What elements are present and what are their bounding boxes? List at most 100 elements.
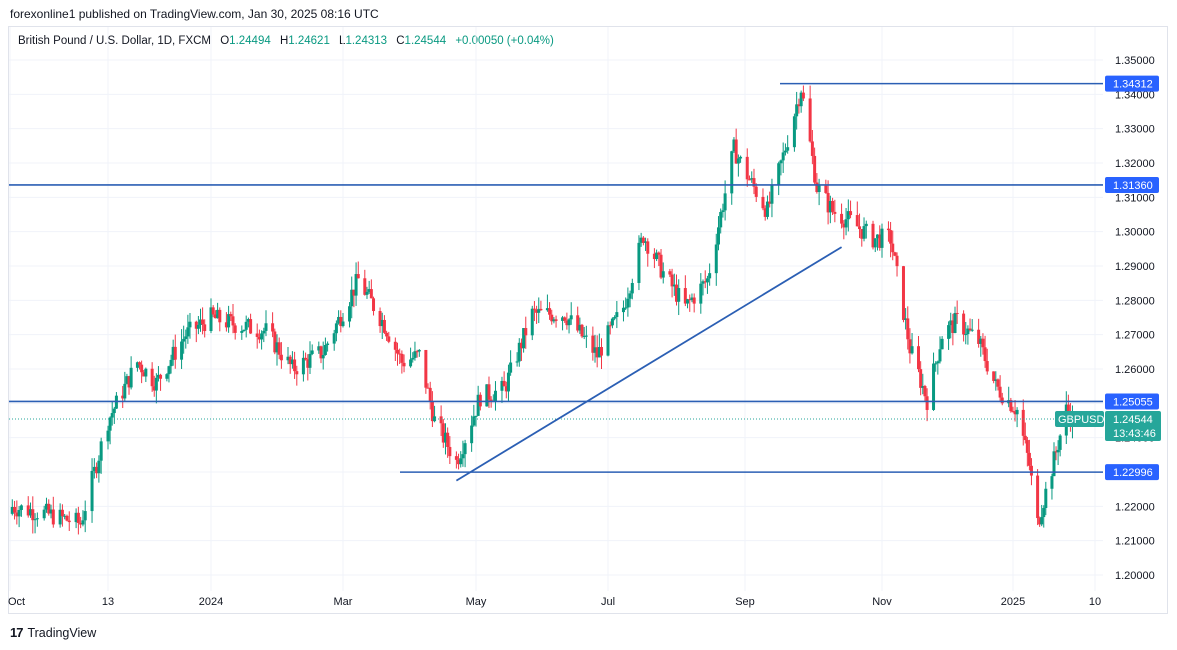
horizontal-levels[interactable] <box>9 82 1103 473</box>
candle-body <box>876 234 880 239</box>
tradingview-brand: TradingView <box>27 625 97 640</box>
candle-body <box>295 371 299 375</box>
candle-body <box>919 369 923 388</box>
candle-body <box>138 362 142 365</box>
candle-body <box>1056 449 1060 453</box>
trendline-group[interactable] <box>455 246 843 482</box>
candle-body <box>213 314 217 319</box>
candle-body <box>677 288 681 302</box>
candle-body <box>768 201 772 204</box>
candle-body <box>844 219 848 228</box>
candle-body <box>51 509 55 525</box>
candle-body <box>524 328 528 336</box>
candle-body <box>644 241 648 243</box>
candle-body <box>385 332 389 337</box>
candle-body <box>112 408 116 414</box>
candle-body <box>519 342 523 349</box>
candle-body <box>801 92 805 99</box>
candle-body <box>92 466 96 471</box>
candle-body <box>569 315 573 320</box>
candle-body <box>810 141 814 156</box>
candle-body <box>522 328 526 349</box>
candle-body <box>196 324 200 329</box>
candle-body <box>613 317 617 319</box>
candle-body <box>690 297 694 301</box>
candle-body <box>537 308 541 313</box>
candle-body <box>49 509 53 514</box>
candle-body <box>639 237 643 243</box>
candle-body <box>873 238 877 248</box>
candle-body <box>288 356 292 365</box>
candle-body <box>1054 451 1058 453</box>
candle-body <box>692 297 696 304</box>
low-label: L <box>339 35 346 47</box>
candle-body <box>683 288 687 304</box>
change-value: +0.00050 (+0.04%) <box>455 35 554 47</box>
candle-body <box>1052 451 1056 477</box>
candle-body <box>923 386 927 397</box>
candle-body <box>29 509 33 516</box>
candle-body <box>591 335 595 353</box>
candle-body <box>42 509 46 519</box>
candle-body <box>968 328 972 330</box>
price-tick: 1.27000 <box>1115 330 1155 342</box>
candle-body <box>864 223 868 227</box>
candle-body <box>76 512 80 523</box>
candle-body <box>777 163 781 186</box>
candle-body <box>159 374 163 379</box>
candle-body <box>506 372 510 392</box>
price-axis[interactable]: 1.35000 1.34000 1.33000 1.32000 1.31000 1.300… <box>1115 55 1155 582</box>
candle-body <box>561 317 565 321</box>
candle-body <box>734 139 738 164</box>
candle-body <box>67 520 71 523</box>
candle-body <box>127 376 131 388</box>
candle-body <box>781 152 785 161</box>
candle-body <box>739 156 743 159</box>
candle-body <box>378 311 382 327</box>
candle-body <box>417 349 421 352</box>
candle-body <box>966 328 970 335</box>
candle-body <box>97 460 101 474</box>
tradingview-footer[interactable]: 17 TradingView <box>10 625 96 640</box>
candle-body <box>121 395 125 399</box>
candle-body <box>446 432 450 447</box>
candle-body <box>184 336 188 339</box>
candle-body <box>705 278 709 283</box>
candle-body <box>290 359 294 365</box>
time-axis[interactable]: Oct 13 2024 Mar May Jul Sep Nov 2025 10 <box>8 596 1101 608</box>
candle-body <box>218 309 222 323</box>
candle-body <box>439 416 443 424</box>
candle-body <box>983 347 987 362</box>
candle-body <box>509 362 513 373</box>
candle-body <box>545 308 549 311</box>
candle-body <box>962 313 966 335</box>
time-tick: 2024 <box>199 596 223 608</box>
candle-body <box>457 459 461 465</box>
price-tick: 1.31000 <box>1115 192 1155 204</box>
candle-body <box>701 281 705 284</box>
candle-body <box>657 252 661 255</box>
candle-body <box>947 325 951 339</box>
candle-body <box>817 185 821 193</box>
candle-body <box>889 230 893 244</box>
candle-body <box>1011 411 1015 413</box>
candle-body <box>380 319 384 327</box>
candle-body <box>474 415 478 417</box>
candle-body <box>242 329 246 331</box>
candle-body <box>194 321 198 329</box>
candle-body <box>19 505 23 511</box>
candle-body <box>262 330 266 334</box>
candle-body <box>576 315 580 331</box>
candle-body <box>949 320 953 326</box>
candle-body <box>539 308 543 311</box>
candle-body <box>26 505 30 516</box>
candle-body <box>264 323 268 331</box>
trendline <box>455 246 843 482</box>
level-badge <box>1105 464 1159 481</box>
candle-body <box>339 316 343 327</box>
candle-body <box>246 319 250 322</box>
candle-body <box>624 307 628 309</box>
candle-body <box>502 380 506 387</box>
candle-body <box>1021 409 1025 436</box>
